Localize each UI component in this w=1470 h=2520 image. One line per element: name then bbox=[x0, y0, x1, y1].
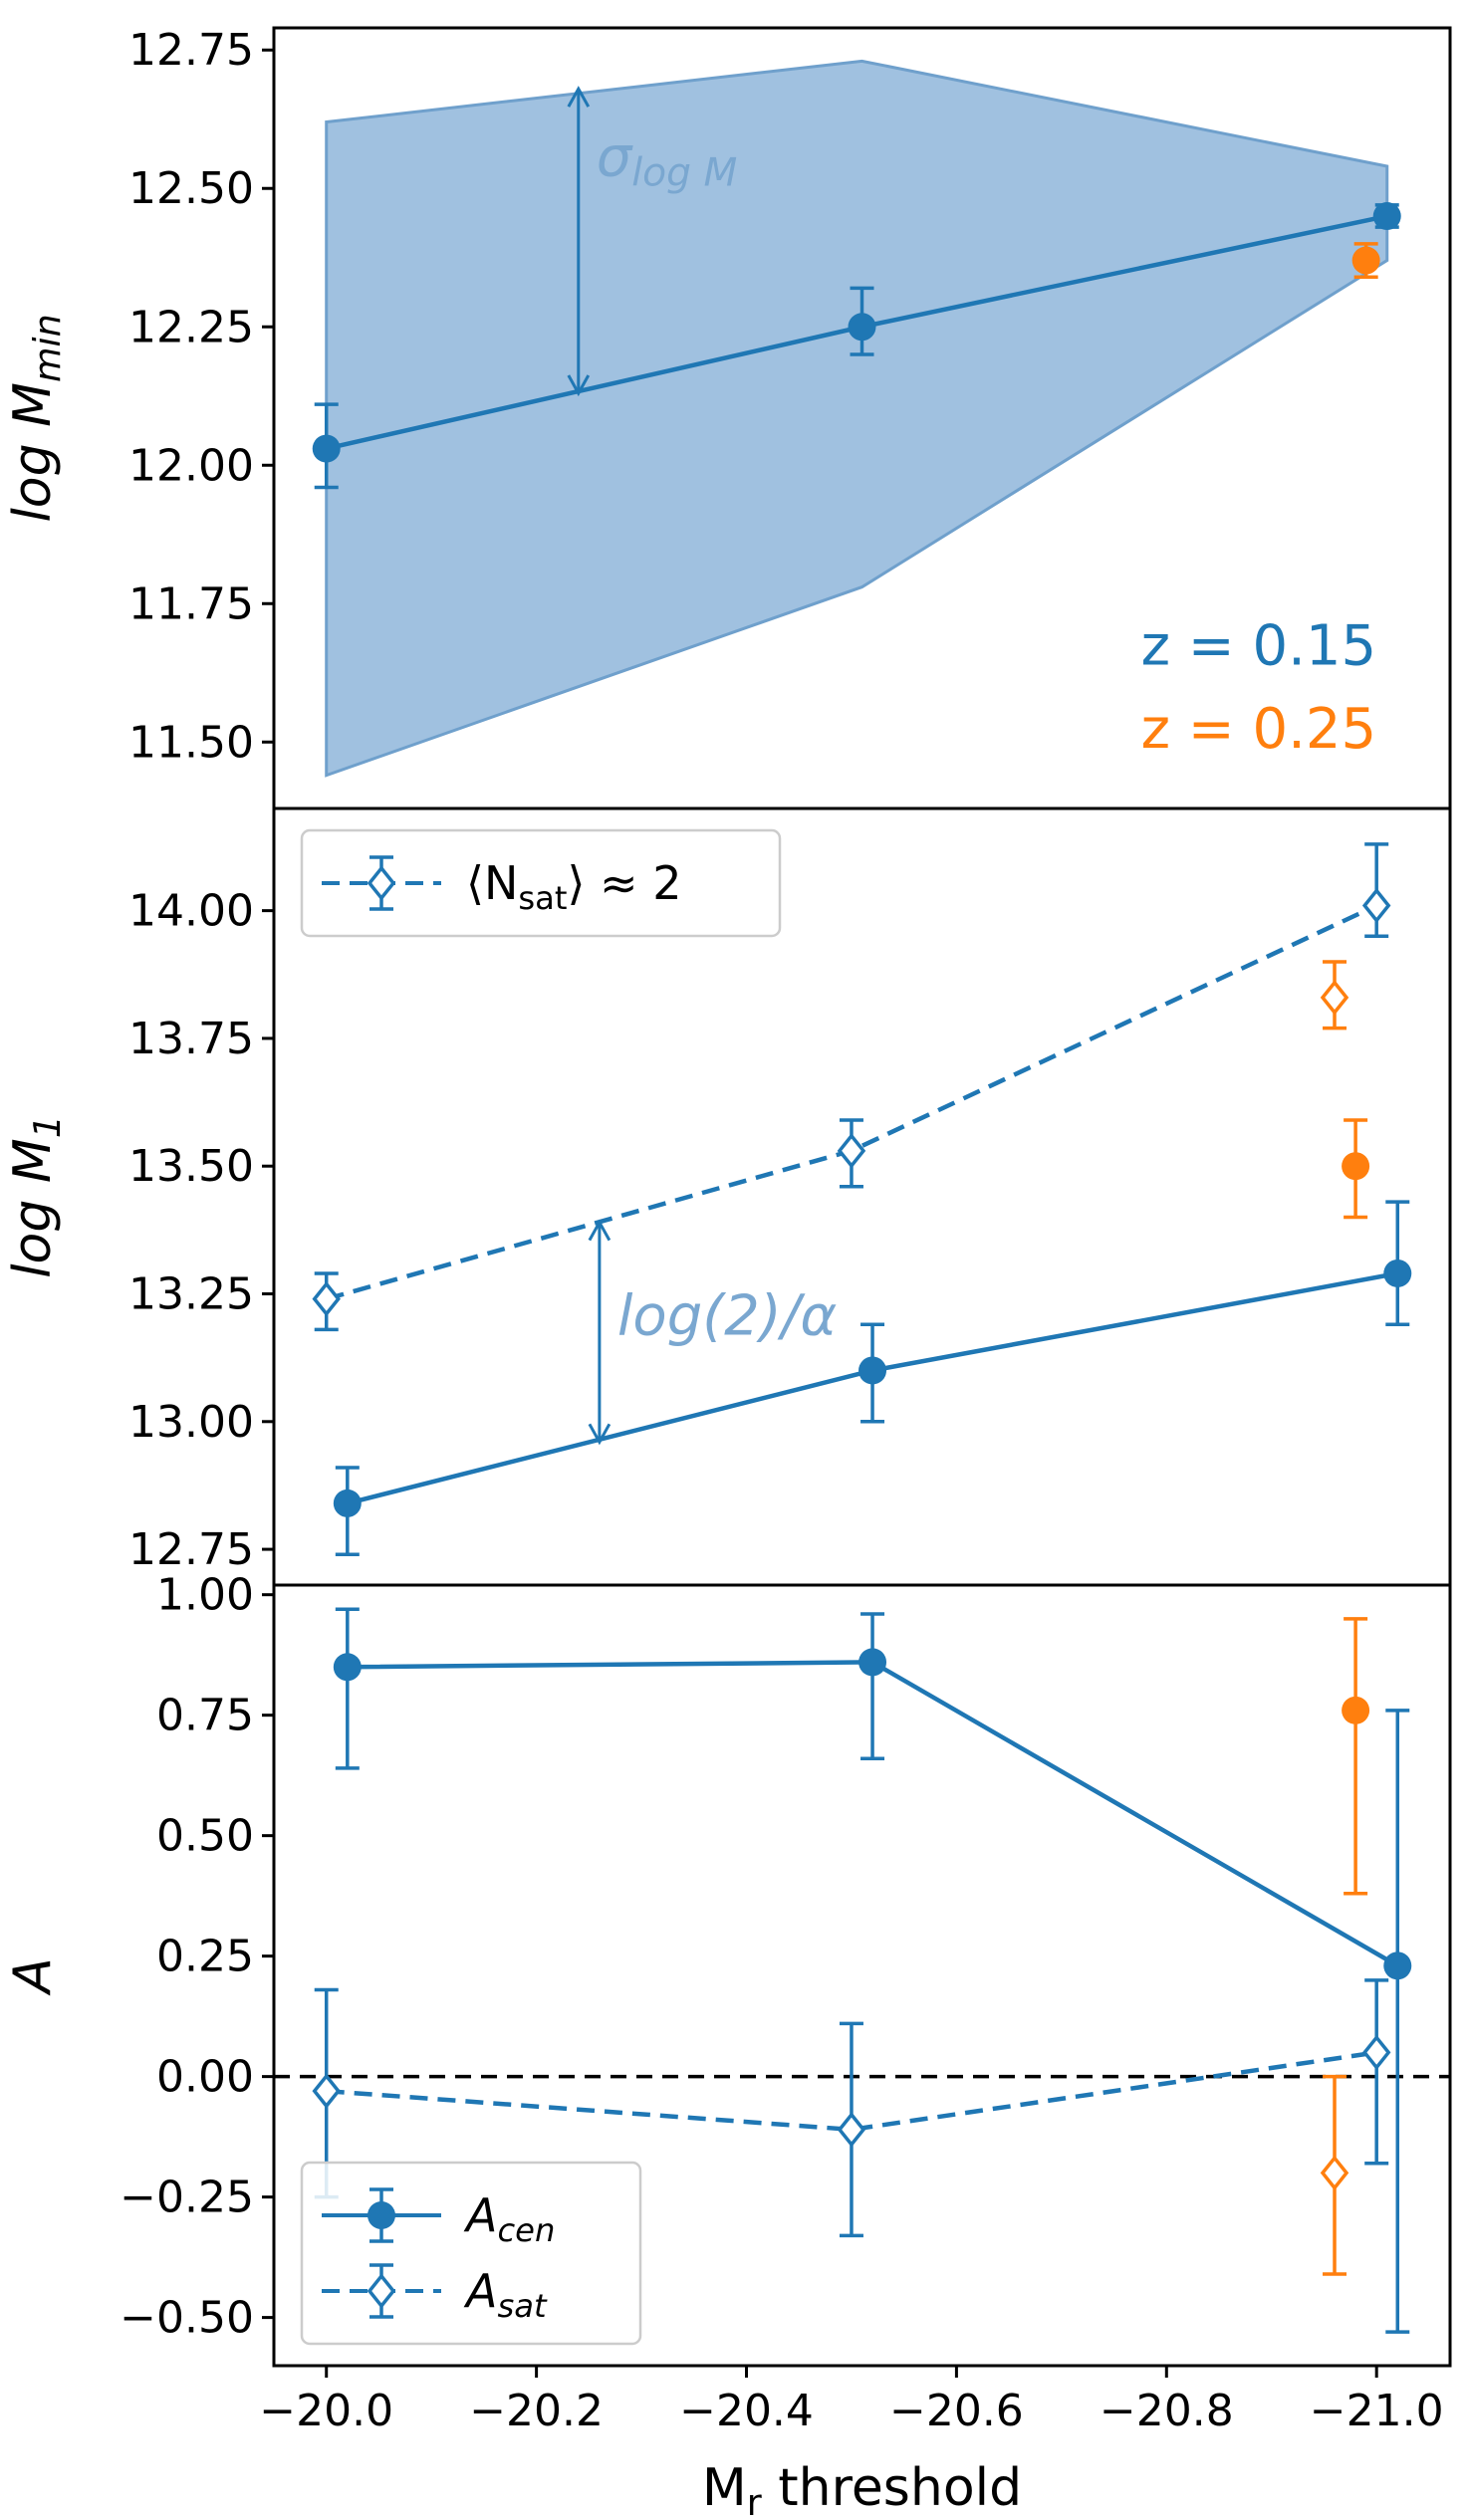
data-point bbox=[837, 2112, 866, 2148]
y-tick-label: 13.00 bbox=[128, 1397, 254, 1448]
data-point bbox=[858, 1356, 887, 1385]
y-tick-label: 12.75 bbox=[128, 1524, 254, 1575]
legend-entry-label: ⟨Nsat⟩ ≈ 2 bbox=[466, 856, 681, 917]
arrow-label: log(2)/α bbox=[617, 1283, 838, 1348]
redshift-label: z = 0.25 bbox=[1141, 697, 1377, 762]
panel-log-mmin: σlog M z = 0.15 z = 0.25 11.50 11.75 12.00 12.… bbox=[3, 25, 1452, 810]
data-point bbox=[858, 1648, 887, 1677]
y-tick-label: 0.00 bbox=[156, 2052, 254, 2103]
data-point bbox=[312, 2073, 341, 2109]
legend-marker bbox=[368, 2201, 395, 2229]
y-tick-label: 13.25 bbox=[128, 1269, 254, 1320]
data-point bbox=[848, 313, 876, 342]
data-point bbox=[837, 1133, 866, 1169]
x-tick-label: −20.0 bbox=[259, 2386, 393, 2436]
arrow-head bbox=[588, 1423, 612, 1446]
legend-marker bbox=[367, 2273, 396, 2309]
data-point bbox=[333, 1489, 362, 1517]
legend-marker bbox=[367, 865, 396, 901]
legend-entry-label: Asat bbox=[463, 2264, 548, 2325]
arrow-head bbox=[567, 86, 591, 108]
x-tick-label: −20.2 bbox=[469, 2386, 604, 2436]
y-tick-label: 11.75 bbox=[128, 578, 254, 629]
data-point bbox=[312, 1280, 341, 1317]
x-tick-label: −20.4 bbox=[679, 2386, 814, 2436]
y-tick-label: 11.50 bbox=[128, 717, 254, 768]
data-point bbox=[1342, 1696, 1370, 1724]
y-tick-label: 12.75 bbox=[128, 25, 254, 76]
y-tick-label: 12.50 bbox=[128, 163, 254, 214]
y-tick-label: 12.00 bbox=[128, 440, 254, 491]
y-axis-label: log M1 bbox=[3, 1115, 69, 1278]
data-point bbox=[1383, 1259, 1412, 1287]
legend-entry-label: Acen bbox=[463, 2188, 555, 2249]
x-axis-label: Mr threshold bbox=[702, 2458, 1022, 2520]
data-point bbox=[1383, 1951, 1412, 1980]
panel-log-m1: log(2)/α 12.75 13.00 13.25 13.50 13.75 14.00 lo… bbox=[3, 806, 1452, 1587]
y-tick-label: 1.00 bbox=[156, 1570, 254, 1621]
plot-area bbox=[274, 808, 1450, 1585]
panel-amplitude: −0.50 −0.25 0.00 0.25 0.50 0.75 1.00 −20.0 −20.2… bbox=[3, 1570, 1452, 2520]
y-axis-label: log Mmin bbox=[3, 314, 69, 522]
arrow-label: σlog M bbox=[597, 124, 738, 195]
y-tick-label: 12.25 bbox=[128, 302, 254, 352]
arrow-head bbox=[567, 374, 591, 397]
data-point bbox=[1361, 2034, 1391, 2071]
data-point bbox=[1320, 980, 1349, 1016]
y-axis-label: A bbox=[3, 1957, 63, 1996]
y-tick-label: 0.75 bbox=[156, 1691, 254, 1741]
scatter-band bbox=[325, 59, 1389, 778]
x-tick-label: −21.0 bbox=[1310, 2386, 1444, 2436]
data-point bbox=[333, 1653, 362, 1682]
x-tick-label: −20.6 bbox=[889, 2386, 1024, 2436]
y-tick-label: 0.50 bbox=[156, 1811, 254, 1862]
data-point bbox=[1320, 2155, 1349, 2191]
x-tick-label: −20.8 bbox=[1100, 2386, 1234, 2436]
y-tick-label: 13.75 bbox=[128, 1014, 254, 1064]
y-tick-label: 13.50 bbox=[128, 1141, 254, 1192]
y-tick-label: −0.25 bbox=[120, 2173, 254, 2223]
data-point bbox=[1372, 202, 1401, 231]
data-point bbox=[1351, 246, 1380, 275]
data-point bbox=[312, 434, 341, 463]
axes-frame bbox=[272, 1583, 1452, 2368]
data-point bbox=[1361, 887, 1391, 924]
y-tick-label: −0.50 bbox=[120, 2293, 254, 2344]
y-tick-label: 0.25 bbox=[156, 1932, 254, 1982]
y-tick-label: 14.00 bbox=[128, 886, 254, 937]
arrow-head bbox=[588, 1219, 612, 1242]
redshift-label: z = 0.15 bbox=[1141, 613, 1377, 678]
series-line bbox=[326, 2050, 1377, 2133]
legend-box bbox=[300, 828, 782, 938]
data-point bbox=[1342, 1152, 1370, 1181]
